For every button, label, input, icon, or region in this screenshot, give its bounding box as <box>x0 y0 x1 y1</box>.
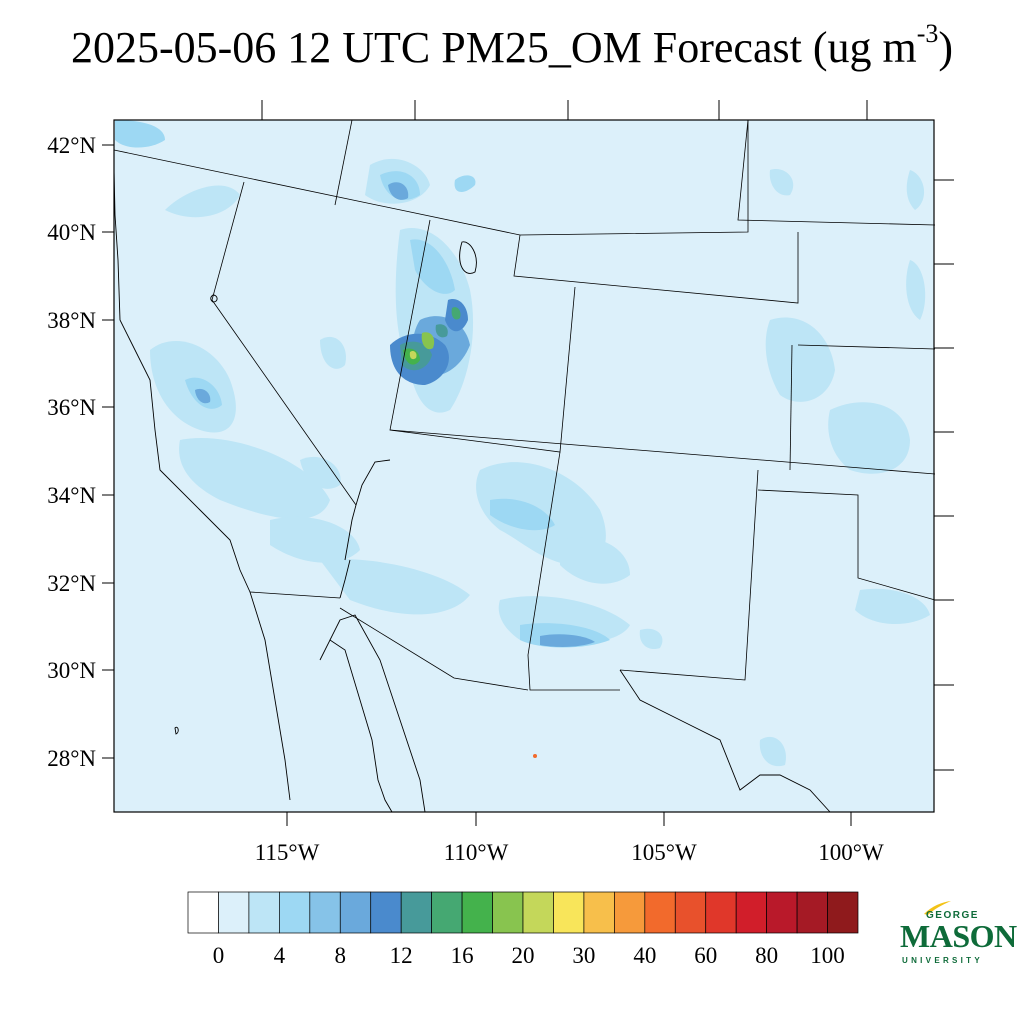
map-frame <box>113 119 935 813</box>
colorbar-swatch <box>553 891 585 934</box>
colorbar-tick-label: 4 <box>274 943 286 968</box>
colorbar-tick-label: 30 <box>572 943 595 968</box>
colorbar-swatch <box>522 891 554 934</box>
colorbar-tick-label: 100 <box>810 943 845 968</box>
colorbar-tick-label: 60 <box>694 943 717 968</box>
colorbar-swatch <box>766 891 798 934</box>
gmu-logo: GEORGE MASON UNIVERSITY <box>896 900 1017 970</box>
colorbar-swatch <box>400 891 432 934</box>
colorbar-swatch <box>339 891 372 934</box>
state-boundaries <box>113 119 936 691</box>
longitude-labels: 115°W 110°W 105°W 100°W <box>255 840 884 865</box>
concentration-blobs <box>115 120 930 767</box>
title-close: ) <box>938 23 954 72</box>
colorbar-swatch <box>248 891 280 934</box>
colorbar-tick-label: 8 <box>335 943 347 968</box>
title-superscript: -3 <box>916 19 939 48</box>
lat-label: 34°N <box>47 483 96 508</box>
title-text: 2025-05-06 12 UTC PM25_OM Forecast (ug m <box>70 23 917 72</box>
colorbar-tick-label: 40 <box>633 943 656 968</box>
colorbar-tick-label: 12 <box>390 943 413 968</box>
colorbar-swatch <box>279 891 311 934</box>
lon-label: 110°W <box>444 840 509 865</box>
lon-label: 115°W <box>255 840 320 865</box>
colorbar <box>187 891 859 934</box>
colorbar-tick-label: 0 <box>213 943 225 968</box>
lat-label: 32°N <box>47 571 96 596</box>
colorbar-swatch <box>492 891 524 934</box>
coastlines <box>113 169 831 813</box>
colorbar-swatch <box>218 891 250 934</box>
colorbar-swatch <box>827 891 859 934</box>
colorbar-swatch <box>431 891 463 934</box>
colorbar-swatch <box>735 891 767 934</box>
lat-label: 30°N <box>47 658 96 683</box>
colorbar-swatch <box>461 891 493 934</box>
lon-label: 100°W <box>818 840 884 865</box>
map-title: 2025-05-06 12 UTC PM25_OM Forecast (ug m… <box>0 19 1024 74</box>
colorbar-tick-label: 16 <box>451 943 474 968</box>
logo-top-text: GEORGE <box>926 910 979 921</box>
latitude-labels: 42°N 40°N 38°N 36°N 34°N 32°N 30°N 28°N <box>47 133 96 771</box>
colorbar-swatch <box>614 891 646 934</box>
logo-bottom-text: UNIVERSITY <box>902 956 984 965</box>
colorbar-tick-label: 20 <box>512 943 535 968</box>
colorbar-swatch <box>309 891 341 934</box>
lat-label: 42°N <box>47 133 96 158</box>
colorbar-swatch <box>705 891 737 934</box>
logo-main-text: MASON <box>900 918 1017 954</box>
colorbar-swatch <box>674 891 707 934</box>
colorbar-swatch <box>583 891 615 934</box>
lat-label: 38°N <box>47 308 96 333</box>
lat-label: 28°N <box>47 746 96 771</box>
lat-label: 36°N <box>47 395 96 420</box>
colorbar-swatch <box>187 891 219 934</box>
colorbar-tick-label: 80 <box>755 943 778 968</box>
colorbar-swatch <box>370 891 402 934</box>
lon-label: 105°W <box>631 840 697 865</box>
colorbar-labels: 0 4 8 12 16 20 30 40 60 80 100 <box>213 943 845 968</box>
lat-label: 40°N <box>47 220 96 245</box>
axis-ticks <box>102 100 954 826</box>
colorbar-swatch <box>644 891 676 934</box>
logo-swoosh-icon <box>924 901 951 915</box>
colorbar-swatch <box>796 891 828 934</box>
